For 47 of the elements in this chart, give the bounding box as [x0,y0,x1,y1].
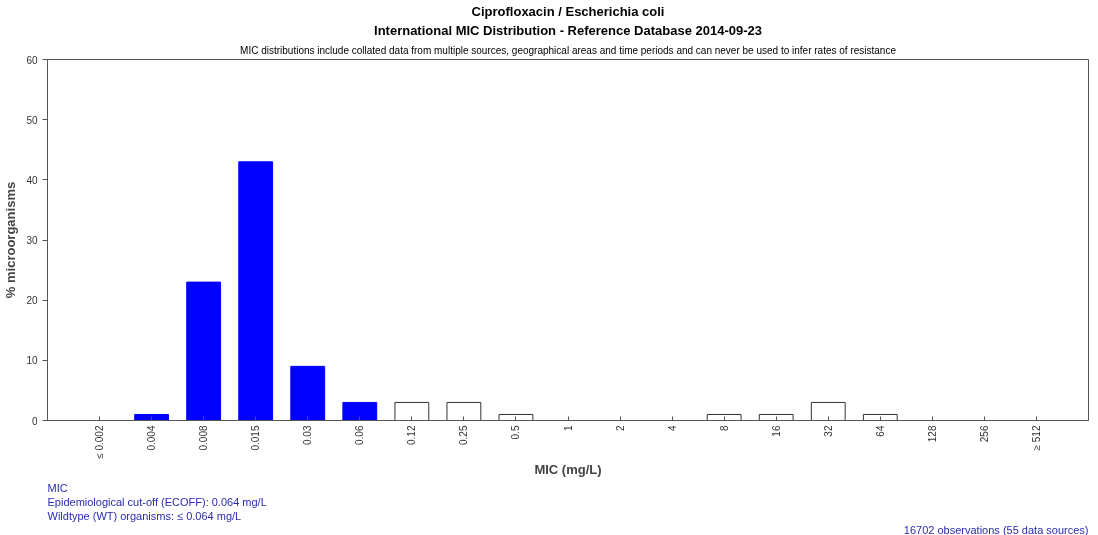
bar [238,161,274,421]
x-tick-label: 16 [770,425,782,437]
bar [446,401,482,421]
x-tick-label: 0.03 [302,425,314,445]
y-tick-label: 0 [31,415,38,427]
x-tick-label: 0.015 [250,425,262,451]
bar [810,401,846,421]
bar [706,413,742,421]
x-tick-label: 8 [718,425,730,432]
x-tick-label: 2 [614,425,626,432]
x-tick-label: 0.5 [510,425,522,440]
chart-title: Ciprofloxacin / Escherichia coli [471,3,665,19]
x-tick-label: 0.004 [146,425,158,451]
chart-subtitle: International MIC Distribution - Reference Database 2014-09-23 [374,22,762,38]
y-tick-label: 20 [26,295,38,307]
x-tick-label: 0.12 [406,425,418,445]
x-tick-label: 4 [666,425,678,432]
bar [186,281,222,421]
text: 16702 observations (55 data sources) [903,523,1089,535]
bar [134,413,170,421]
x-axis-title: MIC (mg/L) [534,461,602,477]
text: MIC [47,481,68,494]
x-tick-label: ≥ 512 [1030,425,1042,451]
y-tick-label: 60 [26,54,38,66]
text: Epidemiological cut-off (ECOFF): 0.064 mg/L [47,495,267,508]
x-tick-label: ≤ 0.002 [94,425,106,459]
y-tick-label: 40 [26,174,38,186]
bar [342,401,378,421]
x-tick-label: 0.06 [354,425,366,445]
x-tick-label: 64 [874,425,886,437]
bar [498,413,534,421]
bar [394,401,430,421]
y-tick-label: 50 [26,114,38,126]
x-tick-label: 32 [822,425,834,437]
text: Wildtype (WT) organisms: ≤ 0.064 mg/L [47,509,242,522]
x-tick-label: 1 [562,425,574,432]
text: MIC distributions include collated data from multiple sources, geographical areas and time periods and can never be used to infer rates of resistance [240,44,897,56]
x-tick-label: 0.008 [198,425,210,451]
bar [290,365,326,421]
bar [758,413,794,421]
x-tick-label: 128 [926,425,938,443]
y-tick-label: 30 [26,235,38,246]
y-axis-title: % microorganisms [3,181,19,299]
x-tick-label: 0.25 [458,425,470,445]
x-tick-label: 256 [978,425,990,443]
y-tick-label: 10 [26,355,38,367]
bar [862,413,898,421]
